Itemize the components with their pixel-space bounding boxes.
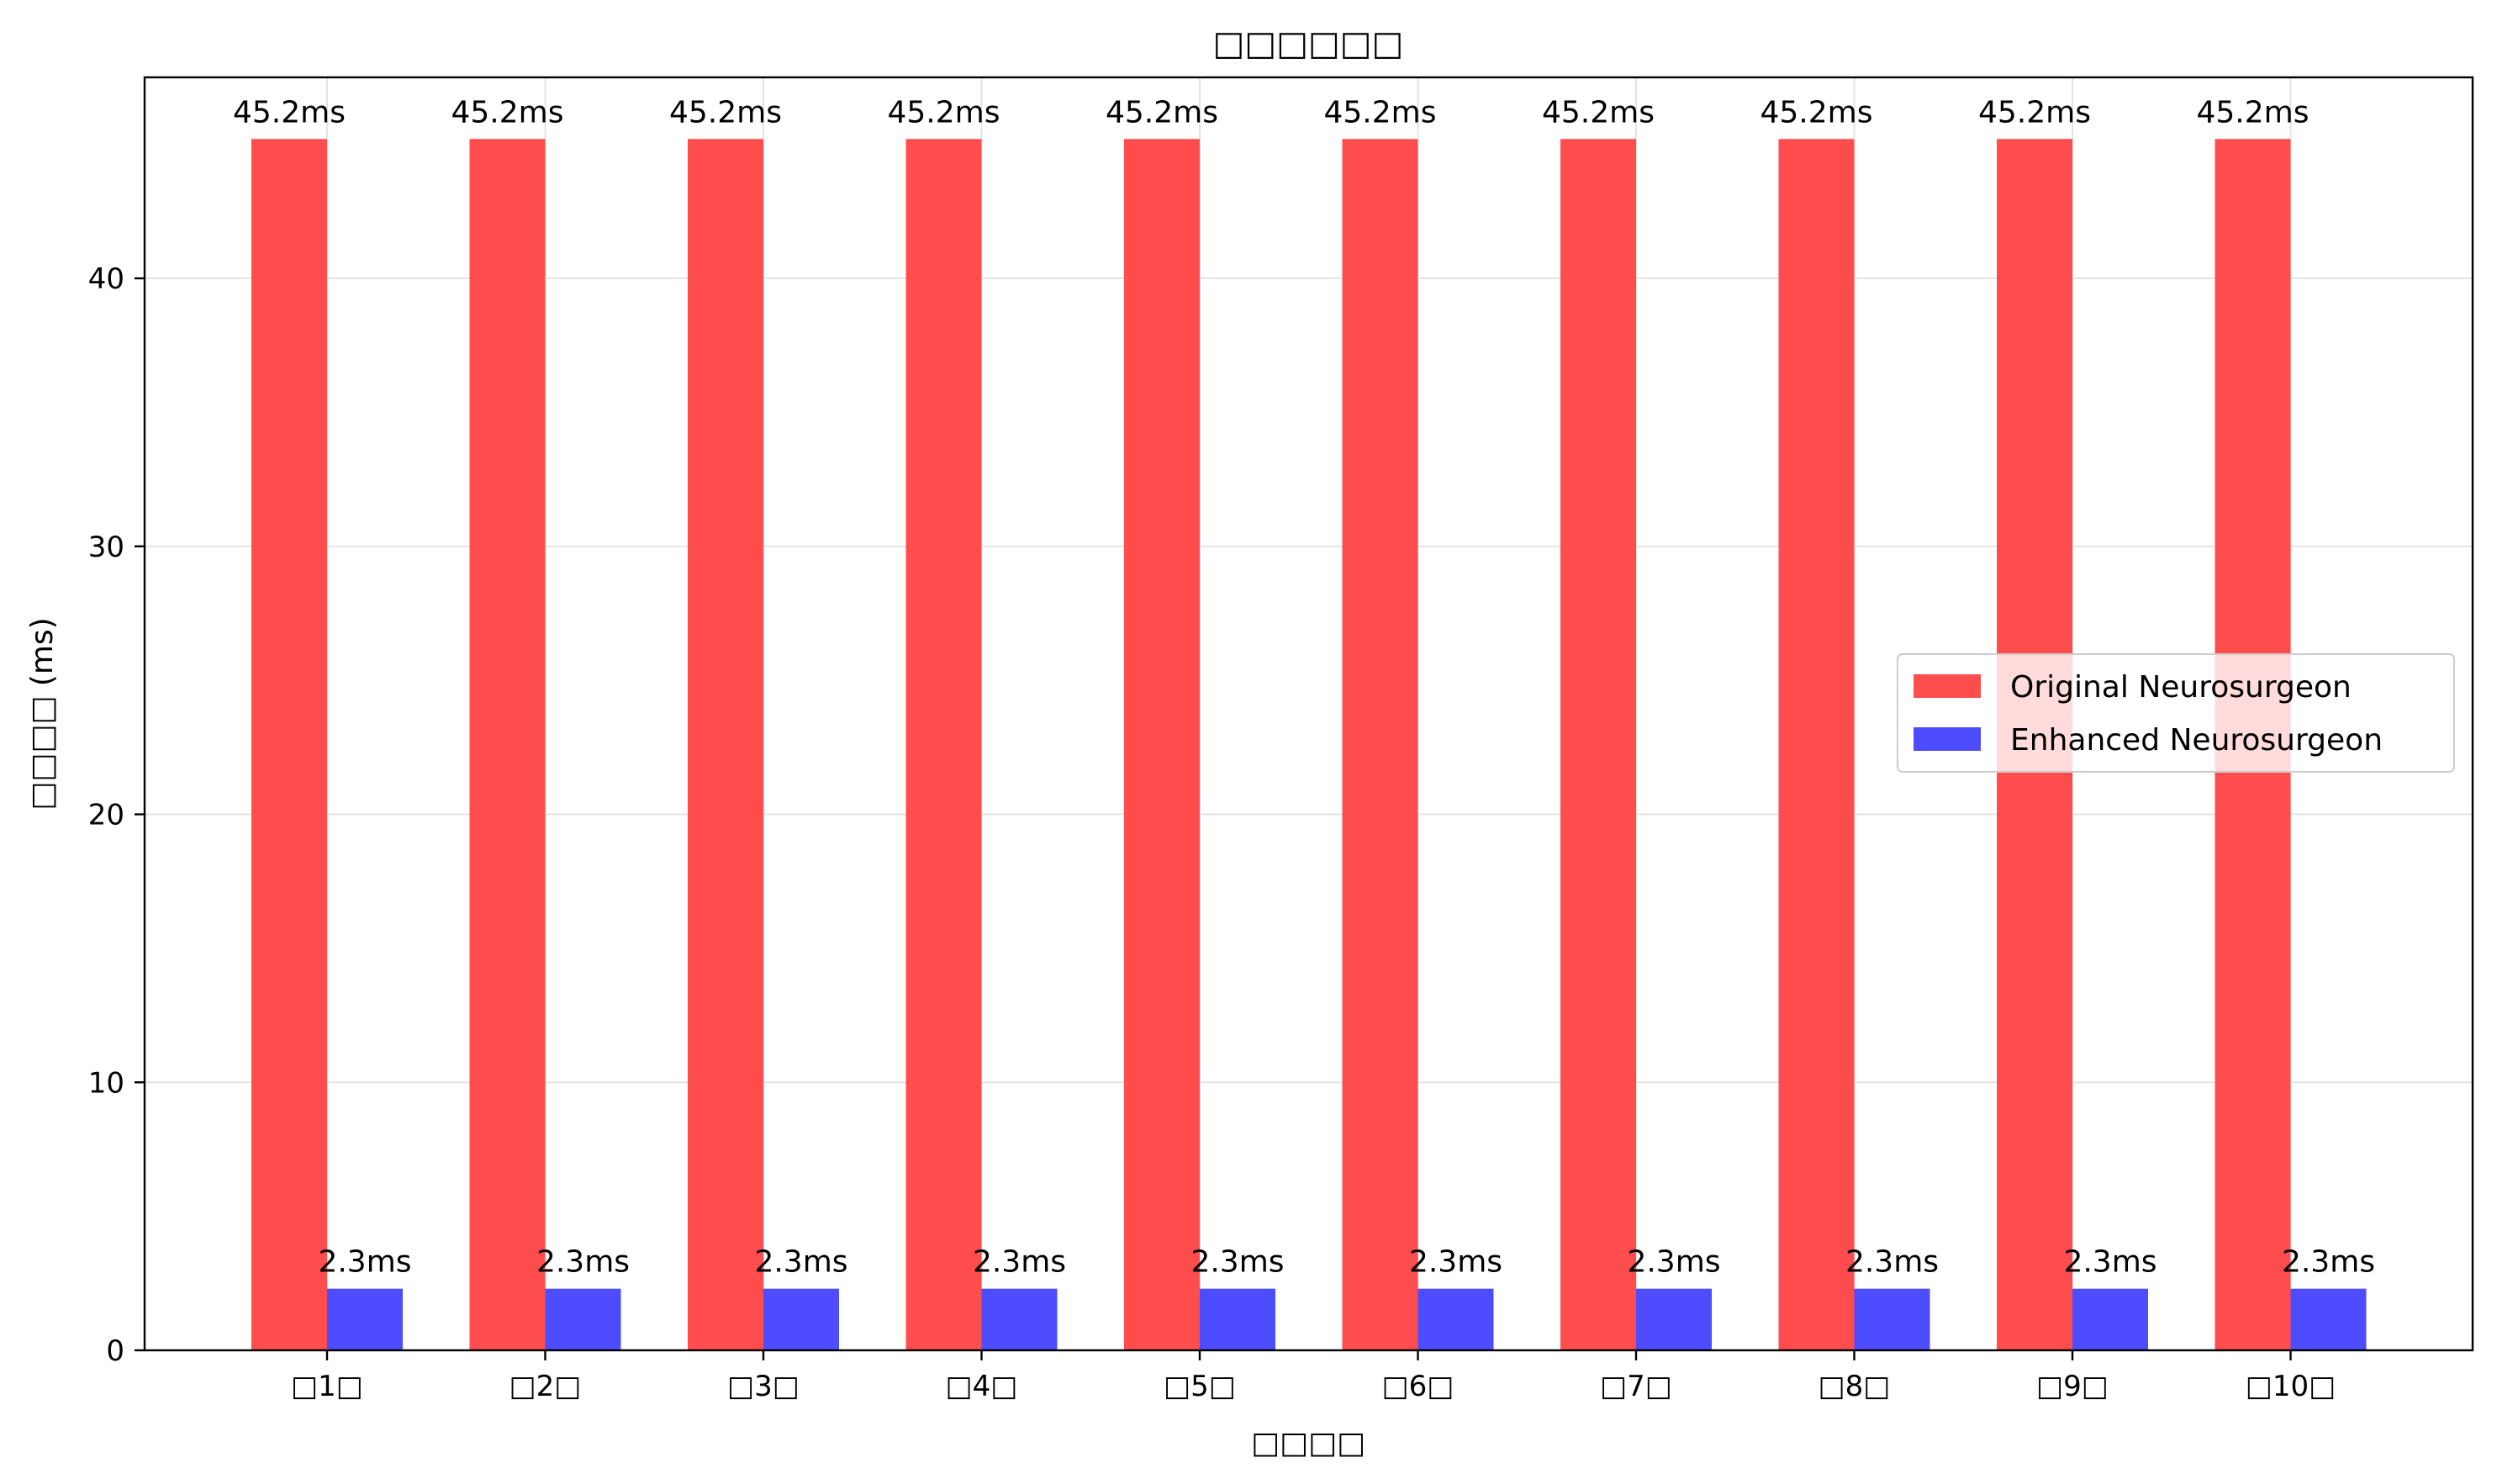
data-label-original: 45.2ms (1542, 95, 1655, 129)
bar-enhanced (1200, 1288, 1275, 1350)
data-label-original: 45.2ms (1324, 95, 1437, 129)
bar-original (905, 139, 982, 1351)
bar-original (1124, 139, 1200, 1351)
x-tick-label: □2□ (509, 1370, 582, 1403)
data-label-enhanced: 2.3ms (1627, 1245, 1720, 1280)
plot-frame (143, 76, 2474, 1352)
legend-swatch-original (1914, 674, 1981, 698)
y-tick-label: 40 (88, 262, 124, 296)
data-label-original: 45.2ms (1978, 95, 2091, 129)
x-tick-label: □1□ (291, 1370, 363, 1403)
data-label-original: 45.2ms (233, 95, 346, 129)
x-tick-label: □7□ (1600, 1370, 1672, 1403)
data-label-enhanced: 2.3ms (973, 1245, 1066, 1280)
data-label-original: 45.2ms (451, 95, 564, 129)
y-tick-label: 30 (88, 531, 124, 564)
data-label-enhanced: 2.3ms (536, 1245, 630, 1280)
bar-enhanced (1636, 1288, 1712, 1350)
x-tick-label: □3□ (727, 1370, 800, 1403)
legend-box (1897, 653, 2455, 773)
x-tick-label: □8□ (1819, 1370, 1891, 1403)
bar-original (469, 139, 546, 1351)
x-tick-label: □4□ (946, 1370, 1018, 1403)
x-tick-label: □9□ (2036, 1370, 2109, 1403)
bar-original (251, 139, 327, 1351)
y-tick-label: 0 (106, 1334, 124, 1368)
bars (251, 139, 2367, 1351)
chart-title: □□□□□□ (1213, 24, 1404, 63)
bar-enhanced (545, 1288, 621, 1350)
axis-ticks: 0 10 20 30 40 □1□ □2□ □3□ □4□ □5□ □6□ □7□ □8□ □9□ □10□ (88, 262, 2336, 1403)
x-tick-label: □5□ (1164, 1370, 1236, 1403)
bar-enhanced (2072, 1288, 2148, 1350)
data-label-enhanced: 2.3ms (1190, 1245, 1284, 1280)
bar-enhanced (1417, 1288, 1494, 1350)
bar-enhanced (981, 1288, 1058, 1350)
data-label-enhanced: 2.3ms (2063, 1245, 2156, 1280)
bar-original (1560, 139, 1636, 1351)
data-label-enhanced: 2.3ms (1409, 1245, 1502, 1280)
bar-enhanced (1854, 1288, 1930, 1350)
data-labels: 45.2ms 45.2ms 45.2ms 45.2ms 45.2ms 45.2ms 45.2… (233, 95, 2375, 1279)
data-label-original: 45.2ms (2197, 95, 2310, 129)
data-label-enhanced: 2.3ms (2282, 1245, 2375, 1280)
y-tick-label: 20 (88, 799, 124, 832)
y-tick-label: 10 (88, 1066, 124, 1100)
data-label-enhanced: 2.3ms (1845, 1245, 1939, 1280)
bar-original (1342, 139, 1418, 1351)
legend: Original Neurosurgeon Enhanced Neurosurg… (1897, 653, 2455, 773)
data-label-original: 45.2ms (1761, 95, 1873, 129)
x-axis-label: □□□□ (1251, 1426, 1365, 1460)
data-label-enhanced: 2.3ms (754, 1245, 847, 1280)
x-tick-label: □10□ (2246, 1370, 2336, 1403)
bar-enhanced (763, 1288, 839, 1350)
bar-enhanced (327, 1288, 403, 1350)
y-axis-label: □□□□ (ms) (25, 617, 60, 810)
bar-original (688, 139, 763, 1351)
data-label-original: 45.2ms (669, 95, 782, 129)
data-label-original: 45.2ms (1106, 95, 1218, 129)
legend-label-enhanced: Enhanced Neurosurgeon (2010, 723, 2383, 758)
legend-label-original: Original Neurosurgeon (2010, 670, 2352, 705)
data-label-original: 45.2ms (888, 95, 1000, 129)
bar-enhanced (2290, 1288, 2367, 1350)
data-label-enhanced: 2.3ms (318, 1245, 411, 1280)
legend-swatch-enhanced (1914, 727, 1981, 751)
bar-original (1778, 139, 1855, 1351)
x-tick-label: □6□ (1382, 1370, 1454, 1403)
